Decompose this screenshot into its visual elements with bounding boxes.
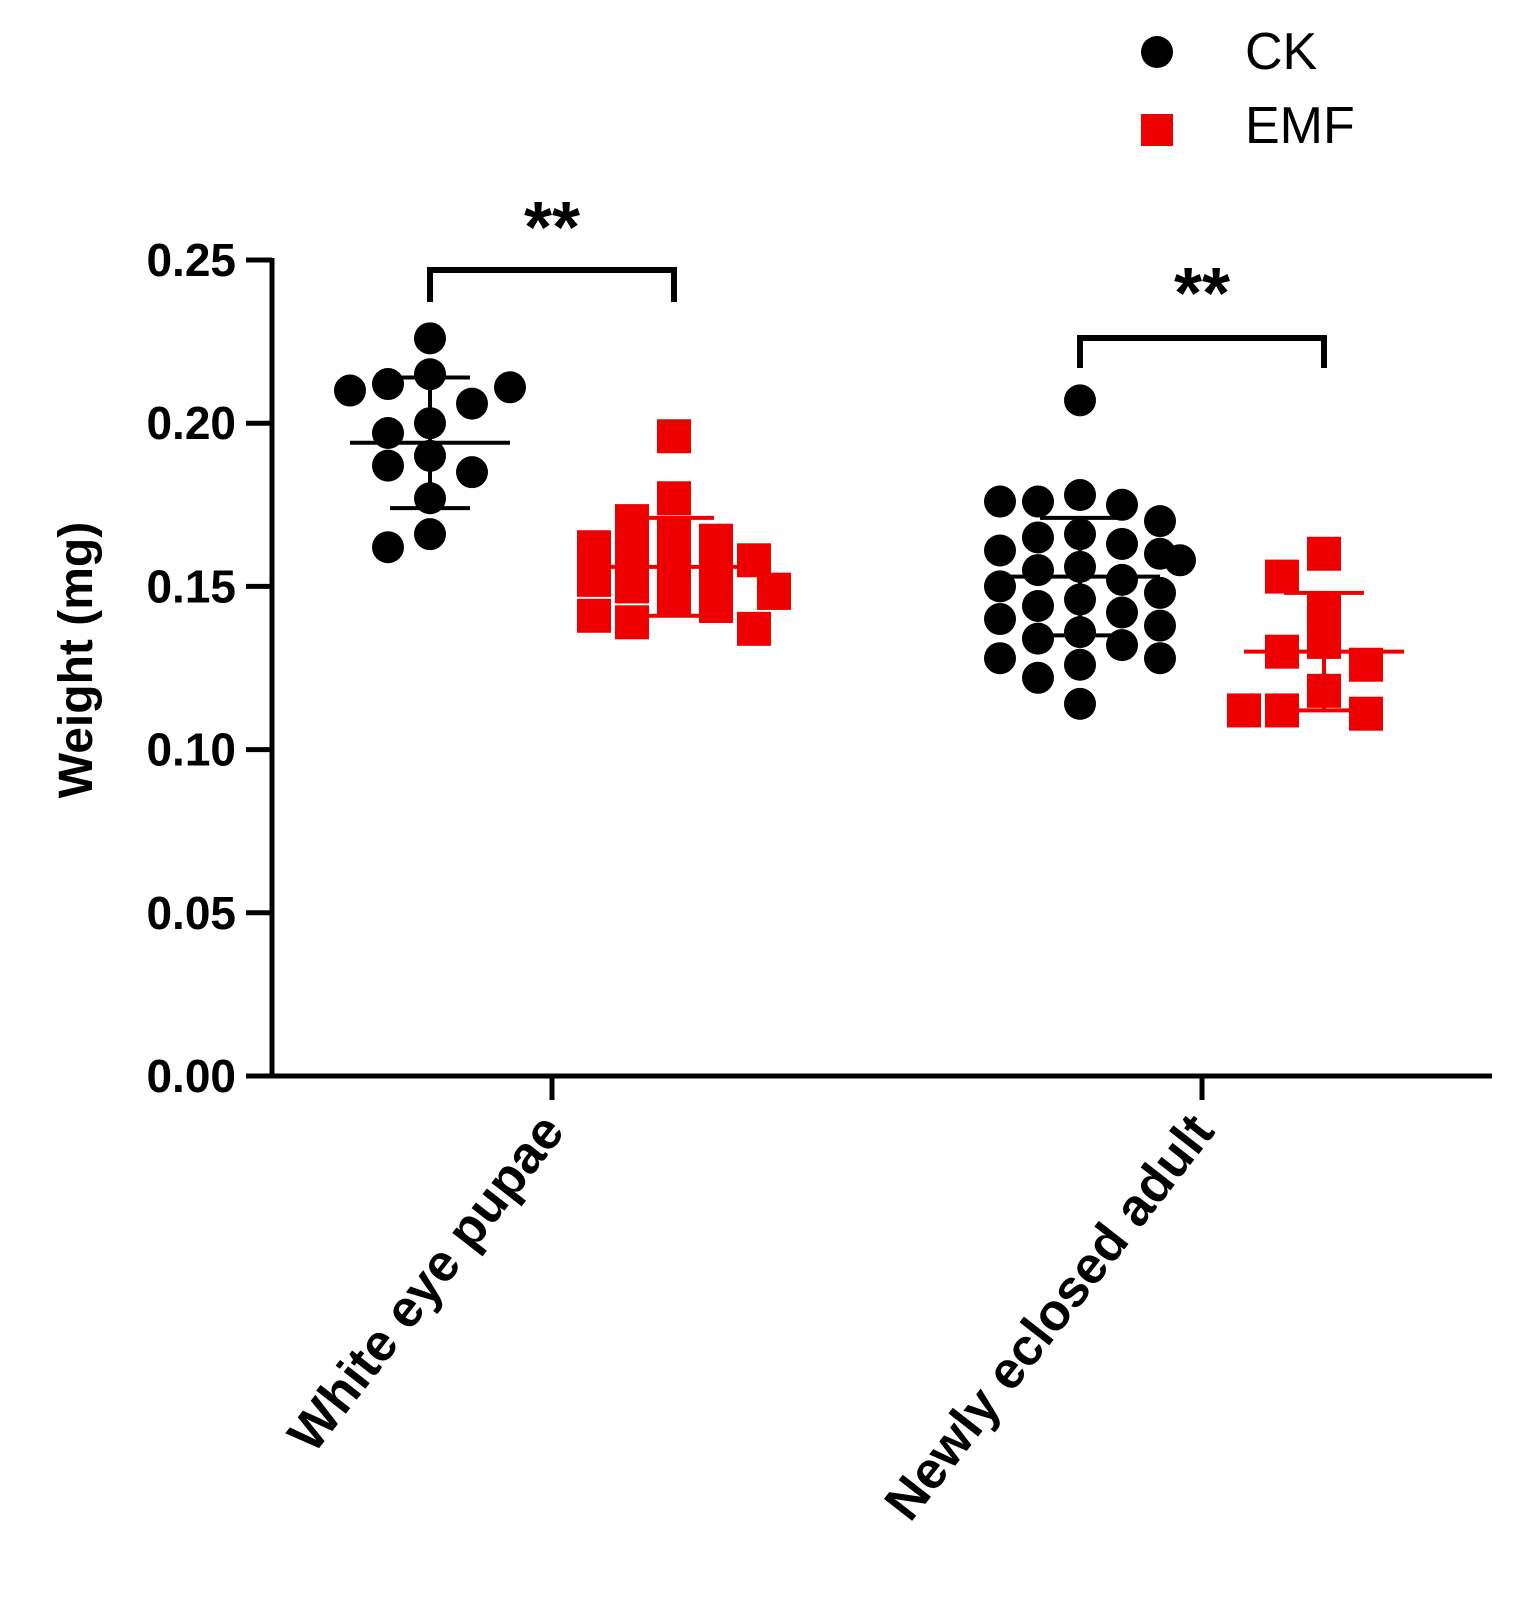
y-tick-label: 0.10 bbox=[146, 724, 236, 776]
data-point-ck bbox=[1022, 554, 1054, 587]
data-point-emf bbox=[699, 588, 733, 623]
data-point-ck bbox=[1022, 661, 1054, 694]
data-point-emf bbox=[1307, 536, 1341, 571]
y-tick-label: 0.00 bbox=[146, 1050, 236, 1102]
data-point-ck bbox=[1064, 384, 1096, 417]
y-tick-label: 0.20 bbox=[146, 397, 236, 449]
x-axis-ticks: White eye pupae Newly eclosed adult bbox=[277, 1076, 1225, 1531]
data-point-ck bbox=[1022, 622, 1054, 655]
data-point-emf bbox=[699, 523, 733, 558]
data-point-ck bbox=[414, 322, 446, 355]
data-point-emf bbox=[615, 504, 649, 539]
axes bbox=[269, 258, 1492, 1079]
legend-label-emf: EMF bbox=[1245, 97, 1355, 155]
data-point-ck bbox=[372, 531, 404, 564]
data-point-emf bbox=[1265, 559, 1299, 594]
legend-label-ck: CK bbox=[1245, 23, 1318, 81]
legend: CK EMF bbox=[1141, 23, 1355, 155]
significance-label: ** bbox=[524, 188, 580, 268]
data-point-ck bbox=[456, 456, 488, 489]
y-tick-label: 0.25 bbox=[146, 234, 236, 286]
significance-brackets: ** ** bbox=[427, 188, 1327, 368]
data-points bbox=[334, 322, 1383, 731]
data-point-emf bbox=[737, 543, 771, 578]
x-tick-label: Newly eclosed adult bbox=[874, 1104, 1226, 1531]
significance-bracket bbox=[1077, 335, 1327, 368]
legend-marker-emf bbox=[1141, 114, 1173, 146]
data-point-ck bbox=[1106, 527, 1138, 560]
data-point-emf bbox=[577, 530, 611, 565]
data-point-ck bbox=[334, 374, 366, 407]
data-point-emf bbox=[657, 481, 691, 516]
data-point-emf bbox=[577, 598, 611, 633]
data-point-ck bbox=[456, 387, 488, 420]
data-point-emf bbox=[615, 569, 649, 604]
data-point-ck bbox=[372, 368, 404, 401]
y-tick-label: 0.05 bbox=[146, 887, 236, 939]
data-point-ck bbox=[1064, 479, 1096, 512]
data-point-ck bbox=[1022, 521, 1054, 554]
data-point-emf bbox=[699, 556, 733, 591]
data-point-ck bbox=[372, 449, 404, 482]
data-point-ck bbox=[1106, 563, 1138, 596]
y-axis-title: Weight (mg) bbox=[50, 522, 103, 798]
data-point-ck bbox=[984, 485, 1016, 518]
significance-bracket bbox=[427, 267, 677, 302]
mean-sd-lines bbox=[350, 375, 1404, 713]
data-point-emf bbox=[1349, 696, 1383, 731]
data-point-emf bbox=[1227, 693, 1261, 728]
data-point-ck bbox=[1144, 609, 1176, 642]
data-point-ck bbox=[1106, 596, 1138, 629]
legend-marker-ck bbox=[1141, 36, 1173, 68]
data-point-ck bbox=[984, 603, 1016, 636]
data-point-ck bbox=[1144, 576, 1176, 609]
x-tick-label: White eye pupae bbox=[277, 1104, 575, 1463]
significance-label: ** bbox=[1174, 254, 1230, 334]
data-point-ck bbox=[1144, 642, 1176, 675]
data-point-ck bbox=[984, 642, 1016, 675]
data-point-ck bbox=[1144, 505, 1176, 538]
data-point-ck bbox=[984, 534, 1016, 567]
data-point-ck bbox=[494, 371, 526, 404]
data-point-emf bbox=[657, 419, 691, 454]
data-point-ck bbox=[1022, 589, 1054, 622]
data-point-ck bbox=[1164, 544, 1196, 577]
data-point-emf bbox=[615, 605, 649, 640]
data-point-ck bbox=[1022, 485, 1054, 518]
data-point-ck bbox=[1064, 648, 1096, 681]
data-point-ck bbox=[414, 358, 446, 391]
y-axis-ticks: 0.00 0.05 0.10 0.15 0.20 0.25 bbox=[146, 234, 272, 1102]
data-point-ck bbox=[414, 518, 446, 551]
data-point-ck bbox=[1106, 488, 1138, 521]
data-point-ck bbox=[1064, 687, 1096, 720]
data-point-emf bbox=[737, 611, 771, 646]
y-tick-label: 0.15 bbox=[146, 560, 236, 612]
data-point-emf bbox=[757, 575, 791, 610]
